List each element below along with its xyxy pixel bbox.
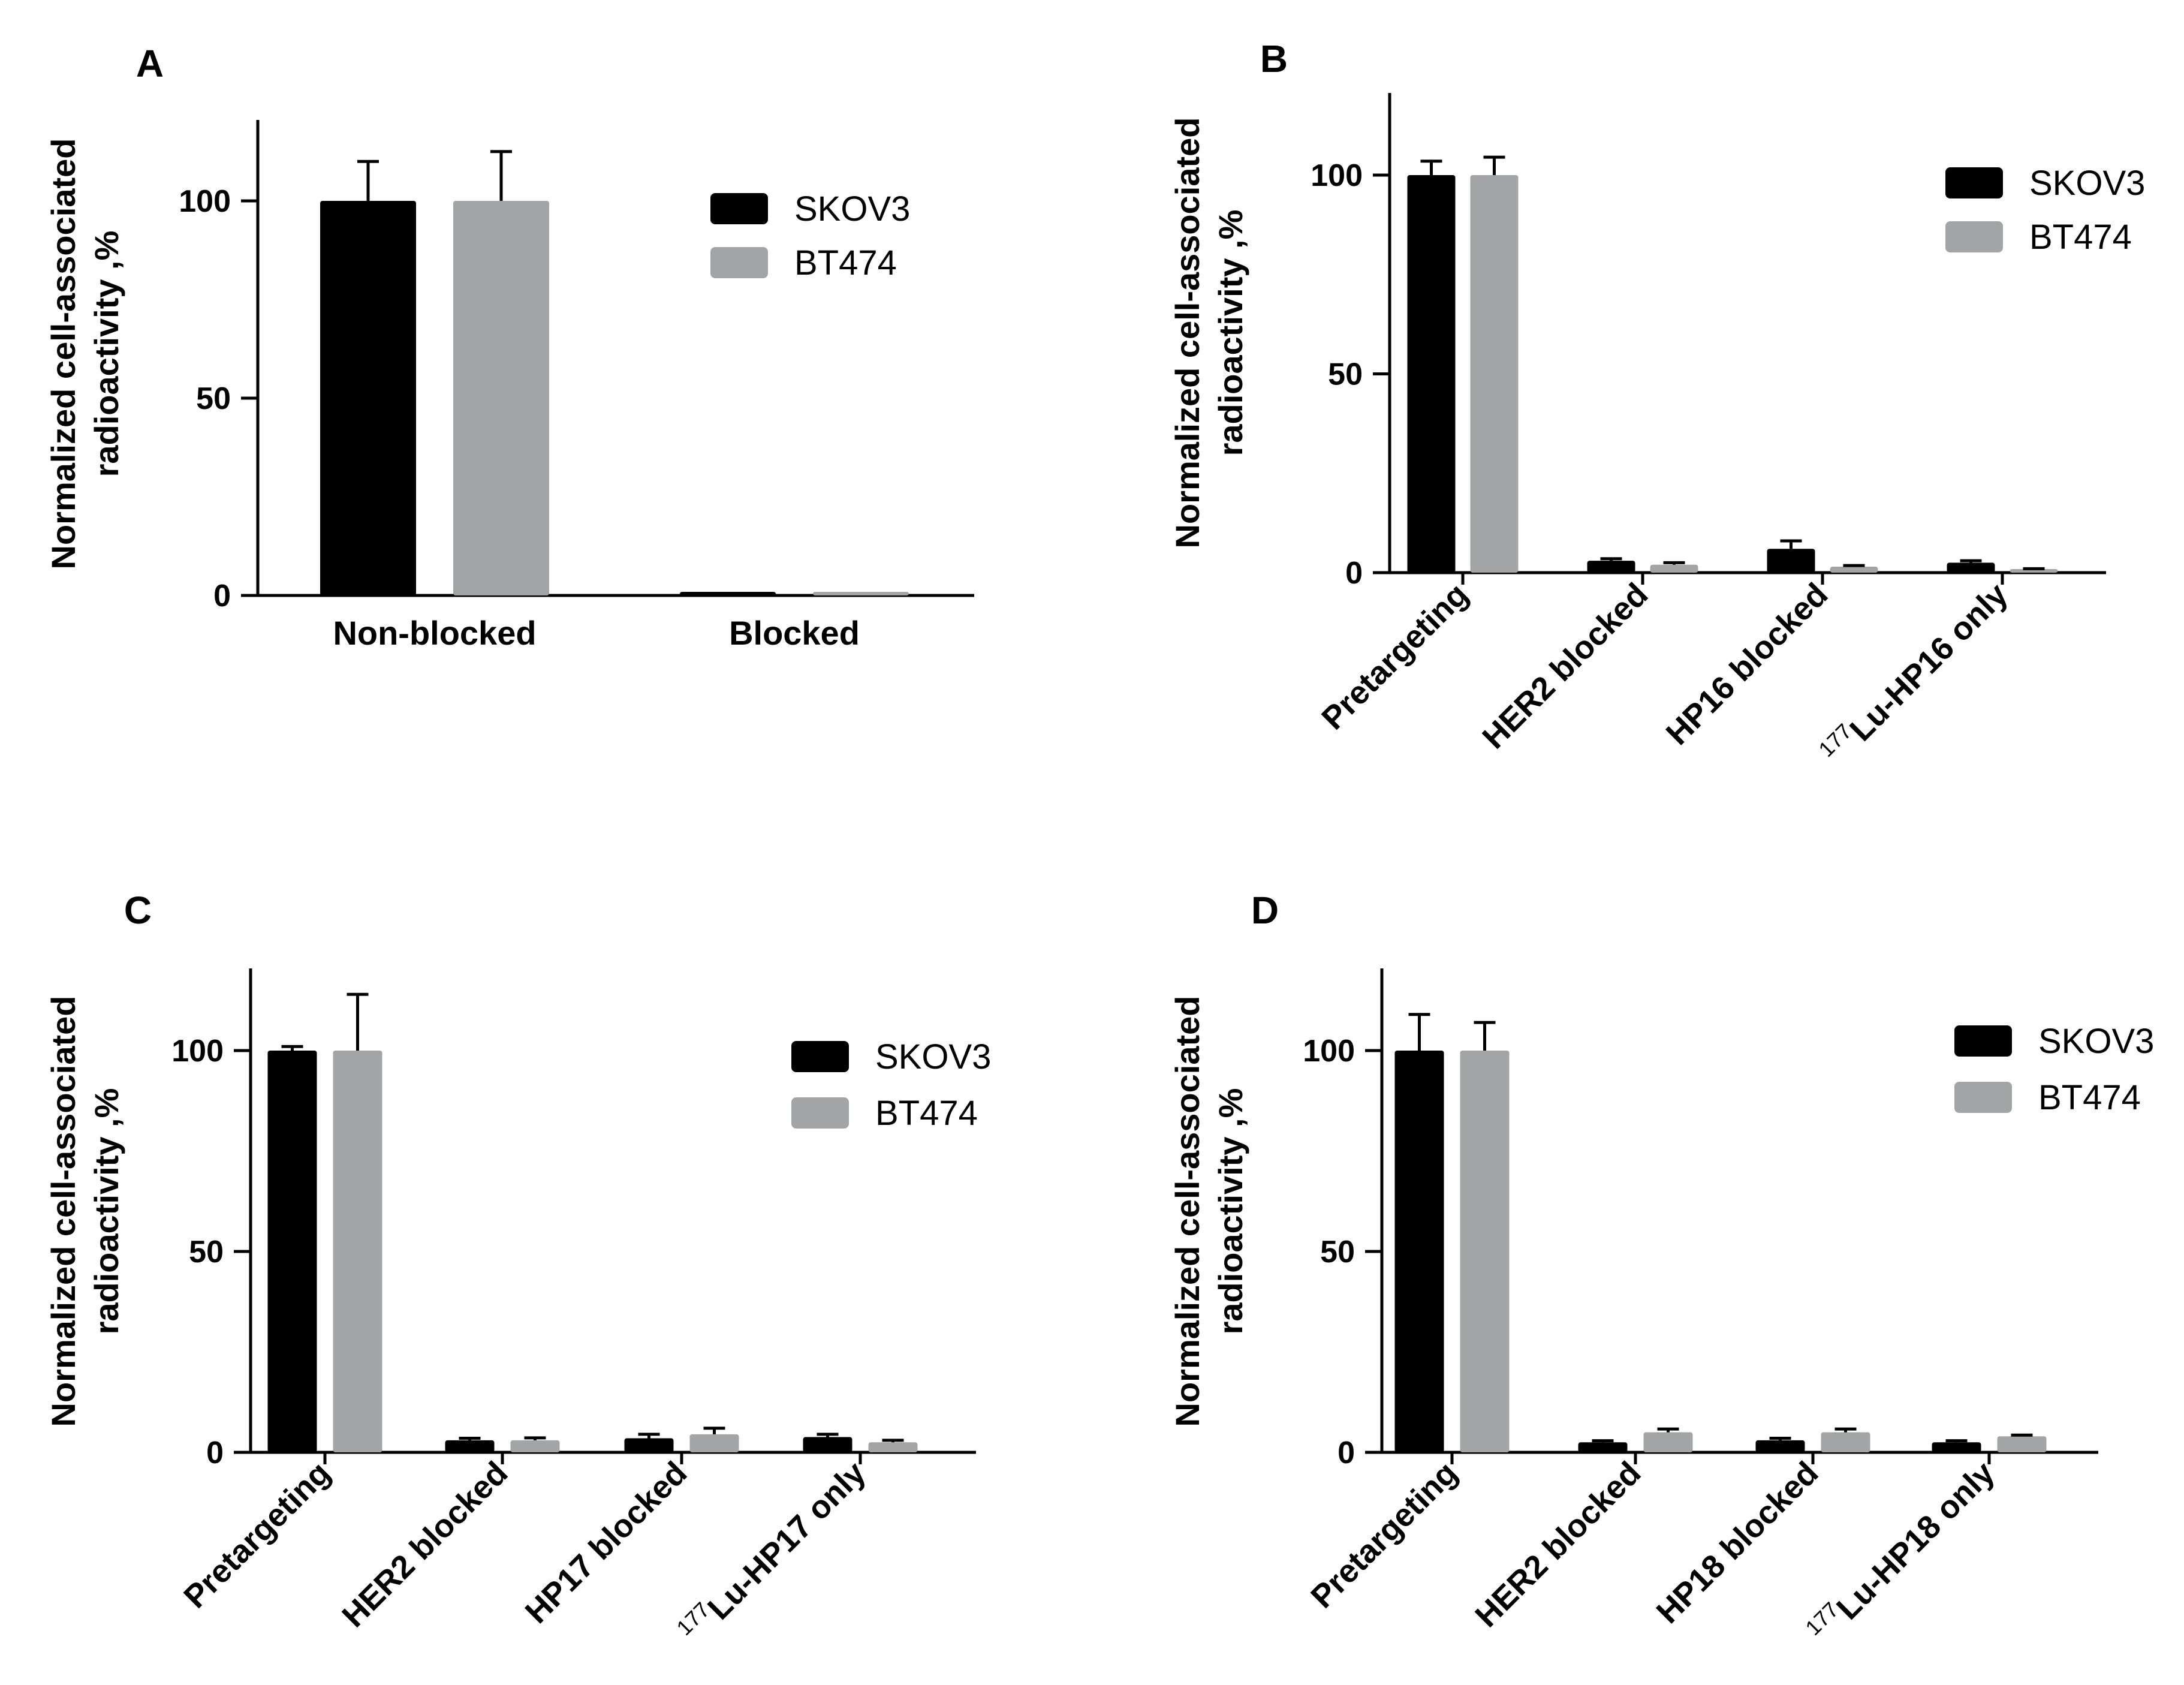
y-axis-label-line: Normalized cell-associated <box>44 139 82 570</box>
legend-label-skov3: SKOV3 <box>794 189 910 228</box>
bar-bt474-3 <box>1830 567 1878 573</box>
y-tick-label: 100 <box>179 184 231 219</box>
y-axis-label-line: Normalized cell-associated <box>1168 118 1206 549</box>
bar-skov3-3 <box>624 1438 674 1452</box>
legend-swatch-bt474 <box>791 1097 849 1129</box>
x-tick-label: Non-blocked <box>333 614 536 652</box>
y-axis-label: Normalized cell-associated radioactivity … <box>44 139 125 570</box>
y-tick-label: 100 <box>1311 158 1363 193</box>
bar-skov3-2 <box>445 1440 495 1452</box>
y-axis-label-line: radioactivity ,% <box>1212 1088 1249 1335</box>
panel-label: C <box>124 889 152 932</box>
bar-bt474-1 <box>1470 175 1519 573</box>
y-tick-label: 50 <box>1320 1235 1355 1269</box>
chart-panel-a: A Normalized cell-associated radioactivity… <box>44 42 974 652</box>
legend-label-skov3: SKOV3 <box>875 1037 991 1076</box>
y-axis-label-line: radioactivity ,% <box>88 1088 125 1335</box>
y-tick-label: 100 <box>1303 1034 1355 1069</box>
bar-skov3-1 <box>1407 175 1456 573</box>
bar-bt474-2 <box>813 592 909 595</box>
bar-bt474-1 <box>1460 1051 1510 1452</box>
legend-swatch-skov3 <box>1954 1025 2012 1057</box>
bar-bt474-1 <box>333 1051 382 1452</box>
y-axis-label-line: radioactivity ,% <box>1212 210 1249 456</box>
y-tick-label: 100 <box>171 1034 224 1069</box>
legend-label-bt474: BT474 <box>2038 1078 2141 1117</box>
bar-bt474-2 <box>510 1440 560 1452</box>
legend-label-bt474: BT474 <box>2029 218 2132 257</box>
y-axis-label: Normalized cell-associated radioactivity … <box>44 996 125 1427</box>
bar-skov3-1 <box>267 1051 317 1452</box>
bar-bt474-1 <box>453 201 549 595</box>
y-tick-label: 50 <box>1328 357 1363 392</box>
y-axis-label: Normalized cell-associated radioactivity … <box>1168 996 1249 1427</box>
bar-bt474-4 <box>2010 569 2058 573</box>
legend-label-bt474: BT474 <box>794 243 897 282</box>
y-axis-label-line: Normalized cell-associated <box>44 996 82 1427</box>
bar-skov3-1 <box>320 201 416 595</box>
bar-skov3-2 <box>680 592 776 595</box>
bar-bt474-3 <box>689 1434 739 1452</box>
bar-skov3-1 <box>1394 1051 1444 1452</box>
panel-label: B <box>1260 37 1288 80</box>
y-tick-label: 50 <box>189 1235 224 1269</box>
y-tick-label: 0 <box>206 1436 224 1470</box>
legend-swatch-skov3 <box>710 193 768 224</box>
bar-skov3-3 <box>1767 549 1815 573</box>
y-tick-label: 50 <box>196 381 231 416</box>
legend-swatch-bt474 <box>710 247 768 278</box>
bar-bt474-3 <box>1821 1432 1870 1452</box>
x-tick-label: Blocked <box>729 614 860 652</box>
bar-bt474-4 <box>868 1442 918 1452</box>
bar-bt474-4 <box>1997 1436 2047 1452</box>
y-axis-label-line: Normalized cell-associated <box>1168 996 1206 1427</box>
legend-swatch-skov3 <box>1945 167 2003 198</box>
bar-skov3-4 <box>1947 562 1995 573</box>
bar-skov3-2 <box>1578 1442 1628 1452</box>
bar-bt474-2 <box>1643 1432 1693 1452</box>
legend-swatch-bt474 <box>1945 221 2003 252</box>
panel-label: D <box>1251 889 1279 932</box>
legend-swatch-skov3 <box>791 1041 849 1072</box>
legend-swatch-bt474 <box>1954 1082 2012 1113</box>
bar-skov3-4 <box>1932 1442 1981 1452</box>
y-axis-label-line: radioactivity ,% <box>88 231 125 477</box>
legend-label-skov3: SKOV3 <box>2038 1022 2154 1061</box>
y-axis-label: Normalized cell-associated radioactivity … <box>1168 118 1249 549</box>
y-tick-label: 0 <box>1337 1436 1355 1470</box>
panel-label: A <box>136 42 164 85</box>
bar-skov3-3 <box>1755 1440 1805 1452</box>
bar-skov3-4 <box>803 1437 852 1452</box>
bar-skov3-2 <box>1587 561 1635 573</box>
bar-bt474-2 <box>1650 564 1698 573</box>
y-tick-label: 0 <box>213 579 231 613</box>
legend-label-bt474: BT474 <box>875 1094 978 1133</box>
legend-label-skov3: SKOV3 <box>2029 164 2145 203</box>
y-tick-label: 0 <box>1345 556 1363 591</box>
